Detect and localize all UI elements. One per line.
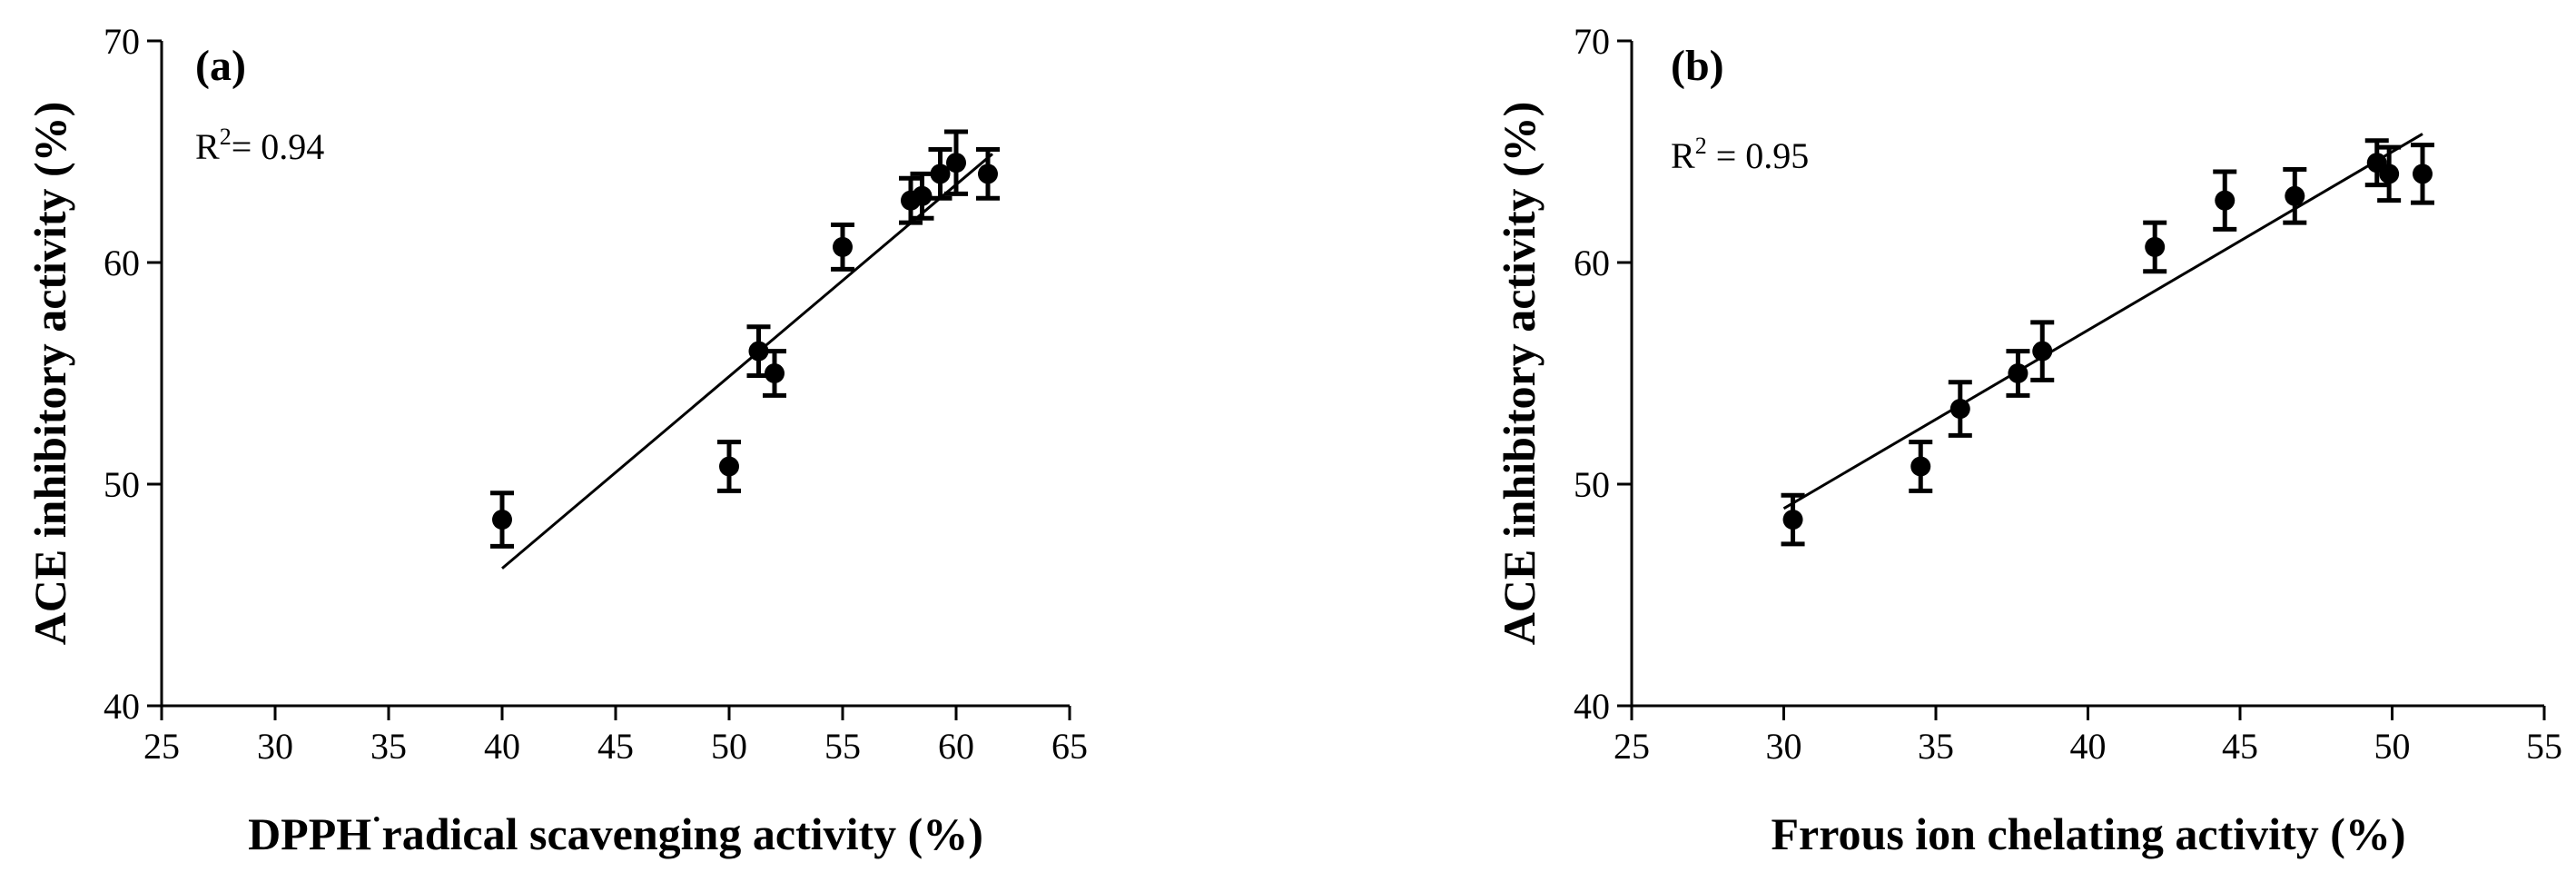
- data-point: [2215, 190, 2235, 211]
- x-axis-title-main: Frrous ion chelating activity (%): [1772, 808, 2406, 859]
- r-squared-annotation: R2 = 0.95: [1671, 133, 1809, 176]
- x-tick-label: 30: [1766, 726, 1802, 767]
- data-point: [1782, 510, 1803, 530]
- data-point: [2008, 363, 2028, 383]
- x-tick-label: 40: [484, 726, 520, 767]
- r-squared-base: R: [195, 126, 220, 167]
- r-squared-value: = 0.94: [232, 126, 325, 167]
- x-tick-label: 55: [2526, 726, 2562, 767]
- data-point: [765, 363, 785, 383]
- x-tick-label: 25: [143, 726, 180, 767]
- x-tick-label: 35: [1918, 726, 1954, 767]
- data-point: [2413, 164, 2433, 184]
- chart-panel-a: 25 30 35 40 45 50 55 60 65 40 50 60 70 (a) R2= 0.94 ACE…: [25, 21, 1088, 859]
- data-point: [719, 456, 739, 477]
- data-point: [833, 236, 853, 257]
- x-tick-label: 45: [2222, 726, 2258, 767]
- data-point: [492, 510, 512, 530]
- r-squared-base: R: [1671, 135, 1695, 176]
- x-tick-label: 45: [597, 726, 634, 767]
- x-axis-title-superscript: ·: [371, 803, 381, 837]
- x-axis-title-main: DPPH: [248, 808, 371, 859]
- x-axis-title-rest: radical scavenging activity (%): [382, 808, 983, 859]
- data-point: [978, 164, 998, 184]
- y-tick-label: 50: [1574, 464, 1610, 505]
- chart-panel-b: 25 30 35 40 45 50 55 40 50 60 70 (b) R2 = 0.95 ACE in…: [1494, 21, 2562, 859]
- x-tick-label: 65: [1051, 726, 1088, 767]
- y-tick-label: 40: [1574, 686, 1610, 727]
- x-axis-title: DPPH·radical scavenging activity (%): [248, 803, 983, 859]
- x-tick-label: 40: [2070, 726, 2107, 767]
- x-axis-title: Frrous ion chelating activity (%): [1772, 808, 2406, 859]
- x-tick-label: 60: [938, 726, 974, 767]
- x-tick-label: 50: [711, 726, 747, 767]
- panel-label: (b): [1671, 42, 1724, 90]
- r-squared-superscript: 2: [220, 124, 232, 150]
- x-tick-label: 35: [370, 726, 407, 767]
- y-tick-label: 40: [104, 686, 140, 727]
- data-point: [2145, 236, 2166, 257]
- data-point: [2379, 164, 2400, 184]
- panel-label: (a): [195, 42, 246, 90]
- data-point: [912, 185, 933, 206]
- r-squared-annotation: R2= 0.94: [195, 124, 324, 167]
- x-tick-label: 25: [1614, 726, 1650, 767]
- data-point: [748, 341, 769, 362]
- data-point: [2285, 185, 2305, 206]
- y-tick-label: 70: [1574, 21, 1610, 62]
- y-tick-label: 60: [1574, 243, 1610, 283]
- regression-line: [1782, 133, 2423, 510]
- y-axis-title: ACE inhibitory activity (%): [1494, 102, 1545, 646]
- data-point: [930, 164, 951, 184]
- data-point: [1949, 399, 1970, 420]
- y-tick-label: 70: [104, 21, 140, 62]
- data-point: [946, 153, 966, 173]
- x-tick-label: 55: [824, 726, 861, 767]
- r-squared-superscript: 2: [1695, 133, 1707, 159]
- data-point: [2032, 341, 2053, 362]
- data-point: [1910, 456, 1931, 477]
- x-tick-label: 30: [257, 726, 293, 767]
- x-tick-label: 50: [2374, 726, 2411, 767]
- y-axis-title: ACE inhibitory activity (%): [25, 102, 75, 646]
- r-squared-value: = 0.95: [1707, 135, 1810, 176]
- y-tick-label: 60: [104, 243, 140, 283]
- y-tick-label: 50: [104, 464, 140, 505]
